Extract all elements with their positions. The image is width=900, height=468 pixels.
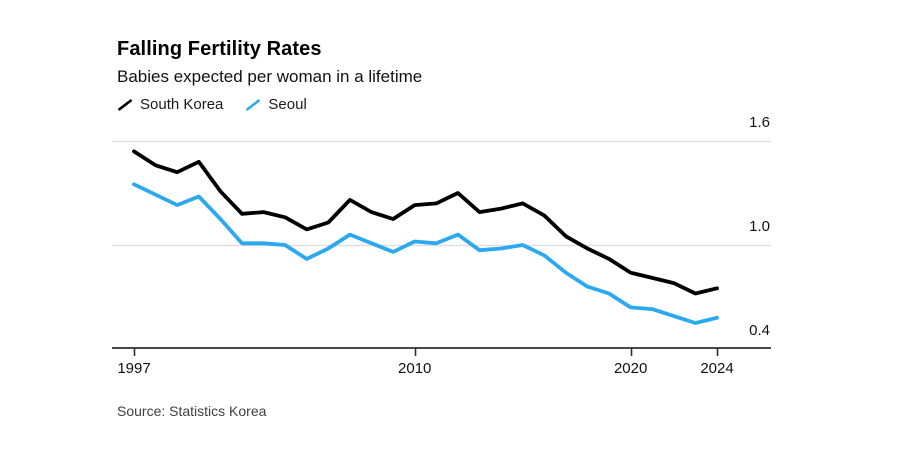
seoul-line-swatch-icon	[246, 98, 261, 111]
chart-legend: South Korea Seoul	[117, 96, 307, 113]
y-tick-label-1.6: 1.6	[749, 114, 770, 131]
chart-title: Falling Fertility Rates	[117, 38, 322, 60]
legend-item-seoul: Seoul	[245, 96, 307, 113]
source-note: Source: Statistics Korea	[117, 403, 267, 419]
x-tick-label-2020: 2020	[613, 360, 648, 377]
south-korea-line-swatch-icon	[117, 98, 133, 111]
series-line-seoul	[132, 182, 719, 325]
y-tick-label-1.0: 1.0	[749, 218, 770, 235]
chart-subtitle: Babies expected per woman in a lifetime	[117, 67, 423, 86]
legend-item-south-korea: South Korea	[117, 96, 223, 113]
x-tick-label-2010: 2010	[398, 360, 432, 377]
legend-label-south-korea: South Korea	[140, 96, 224, 113]
legend-label-seoul: Seoul	[268, 96, 307, 113]
south-korea-swatch-line	[117, 98, 133, 111]
seoul-swatch-line	[246, 98, 261, 111]
series-line-south-korea	[132, 149, 719, 296]
y-tick-label-0.4: 0.4	[749, 322, 770, 339]
x-tick-label-1997: 1997	[117, 360, 151, 377]
x-tick-label-2024: 2024	[700, 360, 734, 377]
